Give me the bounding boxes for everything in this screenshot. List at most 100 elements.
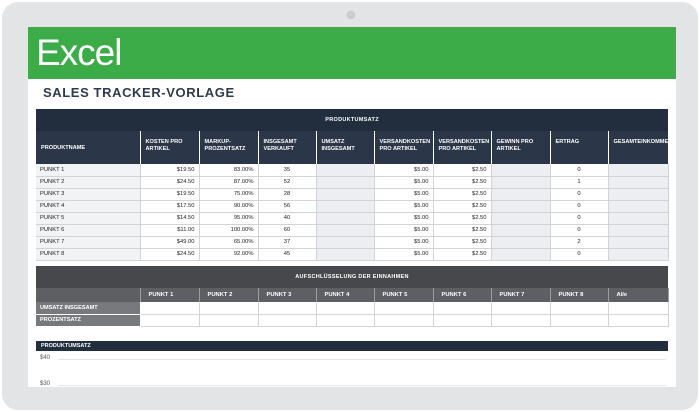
table-cell[interactable] bbox=[316, 212, 375, 225]
table-cell[interactable]: 92.00% bbox=[199, 248, 259, 261]
table-cell[interactable]: $2.50 bbox=[433, 248, 492, 261]
table-cell[interactable]: 0 bbox=[550, 212, 609, 225]
table-cell[interactable]: 75.00% bbox=[199, 188, 259, 201]
table-cell[interactable]: $49.00 bbox=[140, 236, 200, 249]
table-cell[interactable] bbox=[608, 248, 669, 261]
table-cell[interactable]: $11.00 bbox=[140, 224, 200, 237]
table-cell[interactable]: 0 bbox=[550, 164, 609, 177]
table-cell[interactable]: $5.00 bbox=[374, 212, 434, 225]
table-cell[interactable]: $19.50 bbox=[140, 164, 200, 177]
breakdown-cell[interactable] bbox=[140, 314, 200, 327]
table-cell[interactable] bbox=[316, 200, 375, 213]
table-cell[interactable]: $24.50 bbox=[140, 248, 200, 261]
table-cell[interactable]: 83.00% bbox=[199, 164, 259, 177]
breakdown-cell[interactable] bbox=[374, 302, 434, 315]
table-cell[interactable]: 65.00% bbox=[199, 236, 259, 249]
table-cell[interactable] bbox=[491, 224, 551, 237]
table-cell[interactable]: 0 bbox=[550, 188, 609, 201]
table-cell[interactable]: 0 bbox=[550, 248, 609, 261]
table-cell[interactable]: PUNKT 2 bbox=[36, 176, 141, 189]
column-header[interactable]: VERSANDKOSTEN PRO ARTIKEL bbox=[374, 131, 434, 164]
breakdown-cell[interactable] bbox=[199, 314, 259, 327]
table-cell[interactable]: $19.50 bbox=[140, 188, 200, 201]
breakdown-cell[interactable] bbox=[140, 302, 200, 315]
table-cell[interactable] bbox=[491, 212, 551, 225]
table-cell[interactable]: 87.00% bbox=[199, 176, 259, 189]
table-cell[interactable] bbox=[608, 224, 669, 237]
table-cell[interactable]: $2.50 bbox=[433, 200, 492, 213]
table-cell[interactable]: PUNKT 7 bbox=[36, 236, 141, 249]
table-cell[interactable]: $2.50 bbox=[433, 188, 492, 201]
table-cell[interactable] bbox=[316, 176, 375, 189]
table-cell[interactable]: 90.00% bbox=[199, 200, 259, 213]
table-cell[interactable] bbox=[316, 248, 375, 261]
table-cell[interactable]: 60 bbox=[258, 224, 317, 237]
table-cell[interactable]: 1 bbox=[550, 176, 609, 189]
column-header[interactable]: VERSANDKOSTEN PRO ARTIKEL bbox=[433, 131, 492, 164]
table-cell[interactable] bbox=[608, 200, 669, 213]
table-cell[interactable]: $2.50 bbox=[433, 176, 492, 189]
breakdown-cell[interactable] bbox=[550, 302, 609, 315]
table-cell[interactable]: PUNKT 1 bbox=[36, 164, 141, 177]
table-cell[interactable]: PUNKT 8 bbox=[36, 248, 141, 261]
table-cell[interactable]: 0 bbox=[550, 200, 609, 213]
table-cell[interactable]: $5.00 bbox=[374, 200, 434, 213]
breakdown-cell[interactable] bbox=[608, 302, 669, 315]
table-cell[interactable]: 100.00% bbox=[199, 224, 259, 237]
breakdown-cell[interactable] bbox=[316, 302, 375, 315]
table-cell[interactable] bbox=[491, 200, 551, 213]
table-cell[interactable] bbox=[491, 176, 551, 189]
table-cell[interactable] bbox=[491, 188, 551, 201]
table-cell[interactable]: 0 bbox=[550, 224, 609, 237]
table-cell[interactable]: 40 bbox=[258, 212, 317, 225]
table-cell[interactable]: 35 bbox=[258, 164, 317, 177]
breakdown-cell[interactable] bbox=[433, 314, 492, 327]
table-cell[interactable] bbox=[491, 164, 551, 177]
table-cell[interactable] bbox=[608, 188, 669, 201]
column-header[interactable]: INSGESAMT VERKAUFT bbox=[258, 131, 317, 164]
table-cell[interactable]: 37 bbox=[258, 236, 317, 249]
table-cell[interactable]: PUNKT 3 bbox=[36, 188, 141, 201]
breakdown-cell[interactable] bbox=[199, 302, 259, 315]
column-header[interactable]: GEWINN PRO ARTIKEL bbox=[491, 131, 551, 164]
breakdown-cell[interactable] bbox=[550, 314, 609, 327]
table-cell[interactable]: PUNKT 6 bbox=[36, 224, 141, 237]
table-cell[interactable]: $2.50 bbox=[433, 236, 492, 249]
table-cell[interactable]: $2.50 bbox=[433, 212, 492, 225]
column-header[interactable]: PRODUKTNAME bbox=[36, 131, 141, 164]
table-cell[interactable] bbox=[316, 224, 375, 237]
table-cell[interactable] bbox=[608, 212, 669, 225]
table-cell[interactable] bbox=[491, 248, 551, 261]
table-cell[interactable]: $17.50 bbox=[140, 200, 200, 213]
table-cell[interactable]: $2.50 bbox=[433, 224, 492, 237]
table-cell[interactable]: 2 bbox=[550, 236, 609, 249]
breakdown-column-header[interactable]: PUNKT 8 bbox=[550, 288, 609, 302]
table-cell[interactable] bbox=[608, 164, 669, 177]
breakdown-cell[interactable] bbox=[258, 314, 317, 327]
table-cell[interactable]: $5.00 bbox=[374, 176, 434, 189]
column-header[interactable]: ERTRAG bbox=[550, 131, 609, 164]
breakdown-cell[interactable] bbox=[316, 314, 375, 327]
breakdown-column-header[interactable]: PUNKT 1 bbox=[140, 288, 200, 302]
table-cell[interactable] bbox=[316, 164, 375, 177]
column-header[interactable]: MARKUP-PROZENTSATZ bbox=[199, 131, 259, 164]
table-cell[interactable]: 28 bbox=[258, 188, 317, 201]
table-cell[interactable]: $14.50 bbox=[140, 212, 200, 225]
table-cell[interactable]: $5.00 bbox=[374, 248, 434, 261]
breakdown-column-header[interactable]: PUNKT 3 bbox=[258, 288, 317, 302]
table-cell[interactable]: $5.00 bbox=[374, 224, 434, 237]
breakdown-cell[interactable] bbox=[258, 302, 317, 315]
table-cell[interactable]: $24.50 bbox=[140, 176, 200, 189]
table-cell[interactable] bbox=[316, 188, 375, 201]
table-cell[interactable] bbox=[608, 176, 669, 189]
table-cell[interactable]: 56 bbox=[258, 200, 317, 213]
column-header[interactable]: UMSATZ INSGESAMT bbox=[316, 131, 375, 164]
breakdown-column-header[interactable]: PUNKT 7 bbox=[491, 288, 551, 302]
table-cell[interactable]: 95.00% bbox=[199, 212, 259, 225]
breakdown-column-header[interactable]: PUNKT 5 bbox=[374, 288, 434, 302]
table-cell[interactable]: 52 bbox=[258, 176, 317, 189]
breakdown-column-header[interactable]: PUNKT 6 bbox=[433, 288, 492, 302]
table-cell[interactable]: $5.00 bbox=[374, 164, 434, 177]
breakdown-cell[interactable] bbox=[608, 314, 669, 327]
column-header[interactable]: KOSTEN PRO ARTIKEL bbox=[140, 131, 200, 164]
